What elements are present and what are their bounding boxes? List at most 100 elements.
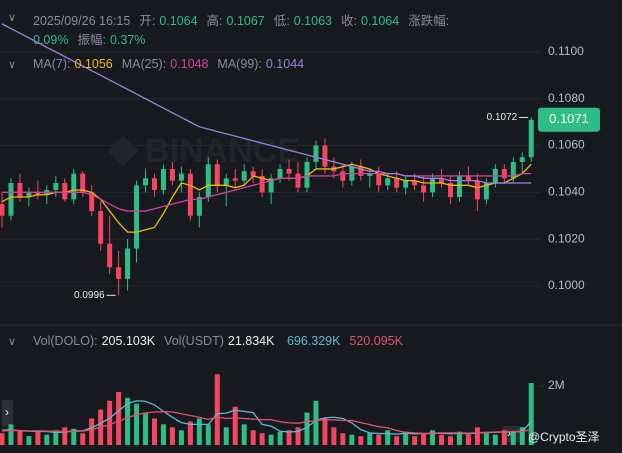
y-tick-label: 2M bbox=[548, 378, 565, 392]
ma-value: 0.1056 bbox=[74, 57, 113, 71]
candle-body bbox=[151, 178, 157, 190]
ohlc-row-2: 0.09% 振幅: 0.37% bbox=[33, 29, 154, 48]
volume-bar bbox=[223, 427, 229, 445]
volume-bar bbox=[8, 424, 14, 445]
volume-bar bbox=[187, 421, 193, 445]
candle-body bbox=[107, 243, 113, 268]
volume-ma-value: 696.329K bbox=[286, 334, 341, 348]
candle-body bbox=[196, 197, 202, 216]
ma-value: 0.1048 bbox=[170, 57, 209, 71]
value: 0.1064 bbox=[360, 14, 400, 28]
jump-icon: » bbox=[507, 426, 514, 440]
collapse-icon[interactable]: ∨ bbox=[8, 12, 17, 24]
volume-bar bbox=[134, 403, 140, 445]
volume-bar bbox=[483, 433, 489, 445]
candle-body bbox=[439, 178, 445, 183]
candle-body bbox=[340, 171, 346, 181]
volume-bar bbox=[322, 418, 328, 445]
volume-bar bbox=[160, 424, 166, 445]
candle-body bbox=[295, 173, 301, 188]
time: 2025/09/26 16:15 bbox=[33, 14, 131, 28]
scroll-icon: › bbox=[5, 405, 9, 419]
volume-bar bbox=[385, 430, 391, 445]
candle-body bbox=[53, 182, 59, 190]
volume-bar bbox=[116, 391, 122, 445]
volume-bar bbox=[169, 427, 175, 445]
candle-body bbox=[214, 164, 220, 186]
volume-bar bbox=[143, 412, 149, 445]
value: 0.09% bbox=[33, 33, 69, 47]
candle-body bbox=[134, 185, 140, 249]
volume-bar bbox=[71, 428, 77, 445]
volume-bar bbox=[35, 431, 41, 445]
ma-value: 0.1044 bbox=[265, 57, 305, 71]
candle-body bbox=[223, 178, 229, 186]
candle-body bbox=[35, 192, 41, 195]
volume-bar bbox=[403, 431, 409, 445]
watermark-logo bbox=[107, 135, 139, 167]
volume-bar bbox=[465, 434, 471, 445]
candle-body bbox=[205, 164, 211, 198]
ma-name: MA(25): bbox=[121, 57, 167, 71]
candle-body bbox=[89, 192, 95, 212]
y-tick-label: 0.1060 bbox=[548, 138, 585, 152]
volume-bar bbox=[196, 418, 202, 445]
label: Vol(DOLO): bbox=[33, 334, 98, 348]
candle-body bbox=[412, 180, 418, 186]
candle-body bbox=[510, 161, 516, 179]
candle-body bbox=[17, 182, 23, 198]
value: 0.37% bbox=[109, 33, 146, 47]
label: 高: bbox=[206, 14, 223, 28]
watermark: BINANCE bbox=[145, 132, 300, 170]
volume-bar bbox=[430, 430, 436, 445]
label: 开: bbox=[139, 14, 156, 28]
volume-bar bbox=[205, 424, 211, 445]
volume-bar bbox=[26, 436, 32, 445]
volume-bar bbox=[501, 430, 507, 445]
candle-body bbox=[286, 168, 292, 174]
volume-ma-line bbox=[1, 400, 532, 435]
candle-body bbox=[160, 168, 166, 190]
volume-bar bbox=[232, 406, 238, 445]
candle-body bbox=[465, 175, 471, 181]
candle-body bbox=[241, 171, 247, 181]
candle-body bbox=[250, 171, 256, 176]
label: 涨跌幅: bbox=[408, 14, 450, 28]
candle-body bbox=[528, 119, 534, 158]
volume-bar bbox=[286, 430, 292, 445]
volume-bar bbox=[178, 430, 184, 445]
candle-body bbox=[448, 182, 453, 198]
volume-bar bbox=[62, 427, 68, 445]
candle-body bbox=[313, 145, 319, 162]
ma-legend: MA(7): 0.1056 MA(25): 0.1048 MA(99): 0.1044 bbox=[33, 57, 313, 71]
label: 振幅: bbox=[77, 33, 106, 47]
candle-body bbox=[169, 168, 175, 181]
y-tick-label: 0.1040 bbox=[548, 185, 585, 199]
y-tick-label: 0.1100 bbox=[548, 44, 584, 58]
collapse-icon[interactable]: ∨ bbox=[8, 336, 17, 348]
volume-bar bbox=[250, 430, 256, 445]
volume-bar bbox=[439, 434, 445, 445]
volume-bar bbox=[340, 433, 346, 445]
value: 0.1064 bbox=[159, 14, 198, 28]
volume-bar bbox=[474, 427, 480, 445]
credit: @Crypto圣泽 bbox=[528, 430, 600, 444]
candle-body bbox=[474, 180, 480, 200]
candle-body bbox=[519, 157, 525, 162]
y-tick-label: 0.1020 bbox=[548, 231, 585, 245]
volume-bar bbox=[331, 427, 337, 445]
scroll-button[interactable] bbox=[2, 400, 13, 426]
ohlc-row: 2025/09/26 16:15 开: 0.1064 高: 0.1067 低: 0.1063… bbox=[33, 10, 453, 29]
value: 205.103K bbox=[101, 334, 156, 348]
candle-body bbox=[259, 175, 265, 193]
collapse-icon[interactable]: ∨ bbox=[8, 59, 17, 71]
candle-body bbox=[376, 173, 382, 186]
last-price-box bbox=[538, 107, 600, 132]
volume-bar bbox=[528, 383, 534, 445]
candle-body bbox=[367, 173, 373, 176]
volume-bar bbox=[358, 436, 364, 445]
candle-body bbox=[456, 175, 462, 198]
volume-bar bbox=[151, 418, 157, 445]
label: Vol(USDT) bbox=[164, 334, 224, 348]
value: 0.1063 bbox=[293, 14, 332, 28]
